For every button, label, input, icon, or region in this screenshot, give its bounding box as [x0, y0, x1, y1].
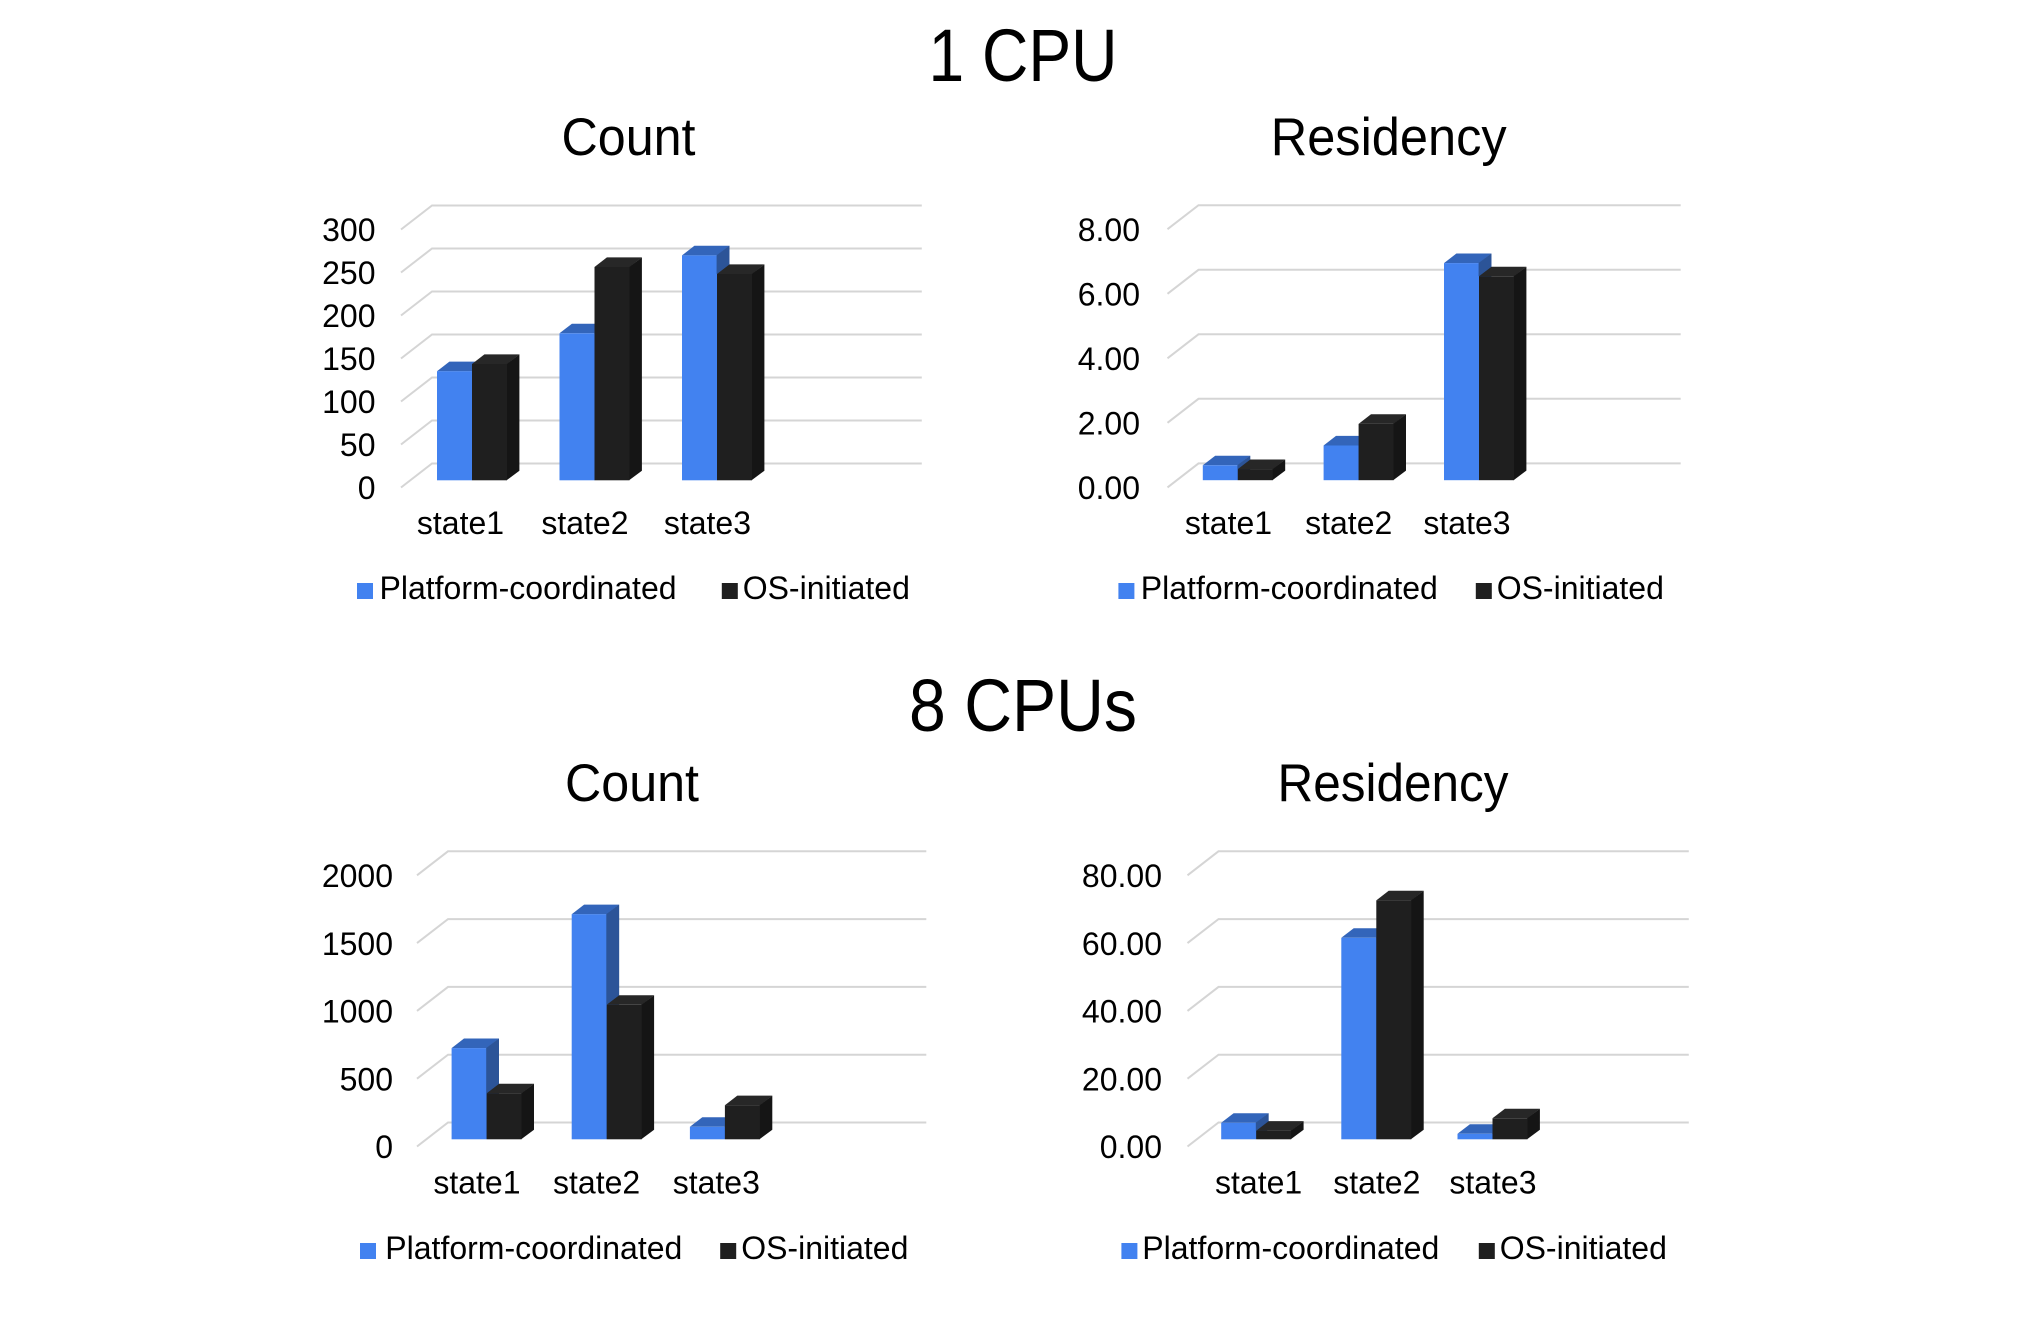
svg-text:300: 300	[322, 212, 375, 248]
svg-text:200: 200	[322, 298, 375, 334]
svg-text:state1: state1	[433, 1164, 520, 1200]
svg-text:8 CPUs: 8 CPUs	[909, 664, 1137, 747]
svg-text:100: 100	[322, 384, 375, 420]
svg-text:1000: 1000	[322, 994, 393, 1030]
svg-text:150: 150	[322, 341, 375, 377]
svg-text:1500: 1500	[322, 926, 393, 962]
svg-text:0: 0	[375, 1129, 393, 1165]
svg-text:0.00: 0.00	[1078, 470, 1140, 506]
svg-text:500: 500	[340, 1061, 393, 1097]
svg-text:250: 250	[322, 255, 375, 291]
svg-text:OS-initiated: OS-initiated	[1500, 1230, 1667, 1266]
svg-text:1 CPU: 1 CPU	[929, 14, 1118, 97]
svg-text:0: 0	[358, 470, 376, 506]
svg-text:80.00: 80.00	[1082, 858, 1162, 894]
svg-text:20.00: 20.00	[1082, 1061, 1162, 1097]
svg-text:state3: state3	[664, 505, 751, 541]
svg-text:6.00: 6.00	[1078, 276, 1140, 312]
svg-text:state3: state3	[1449, 1164, 1536, 1200]
svg-text:Platform-coordinated: Platform-coordinated	[385, 1230, 682, 1266]
svg-text:60.00: 60.00	[1082, 926, 1162, 962]
svg-text:50: 50	[340, 427, 376, 463]
svg-text:Residency: Residency	[1271, 108, 1507, 167]
svg-text:0.00: 0.00	[1100, 1129, 1162, 1165]
svg-text:4.00: 4.00	[1078, 341, 1140, 377]
svg-text:40.00: 40.00	[1082, 994, 1162, 1030]
svg-text:Residency: Residency	[1278, 754, 1509, 813]
svg-text:state1: state1	[417, 505, 504, 541]
svg-text:Count: Count	[562, 108, 696, 167]
svg-text:state3: state3	[1423, 505, 1510, 541]
svg-text:Count: Count	[565, 754, 699, 813]
svg-text:OS-initiated: OS-initiated	[741, 1230, 908, 1266]
svg-text:2.00: 2.00	[1078, 406, 1140, 442]
svg-text:state2: state2	[553, 1164, 640, 1200]
svg-text:state1: state1	[1215, 1164, 1302, 1200]
svg-text:Platform-coordinated: Platform-coordinated	[1142, 1230, 1439, 1266]
svg-text:Platform-coordinated: Platform-coordinated	[380, 570, 677, 606]
svg-text:state1: state1	[1185, 505, 1272, 541]
svg-text:8.00: 8.00	[1078, 212, 1140, 248]
svg-text:2000: 2000	[322, 858, 393, 894]
svg-text:Platform-coordinated: Platform-coordinated	[1141, 570, 1438, 606]
svg-text:state2: state2	[541, 505, 628, 541]
svg-text:state2: state2	[1305, 505, 1392, 541]
svg-text:state3: state3	[673, 1164, 760, 1200]
svg-text:OS-initiated: OS-initiated	[743, 570, 910, 606]
svg-text:OS-initiated: OS-initiated	[1497, 570, 1664, 606]
svg-text:state2: state2	[1333, 1164, 1420, 1200]
